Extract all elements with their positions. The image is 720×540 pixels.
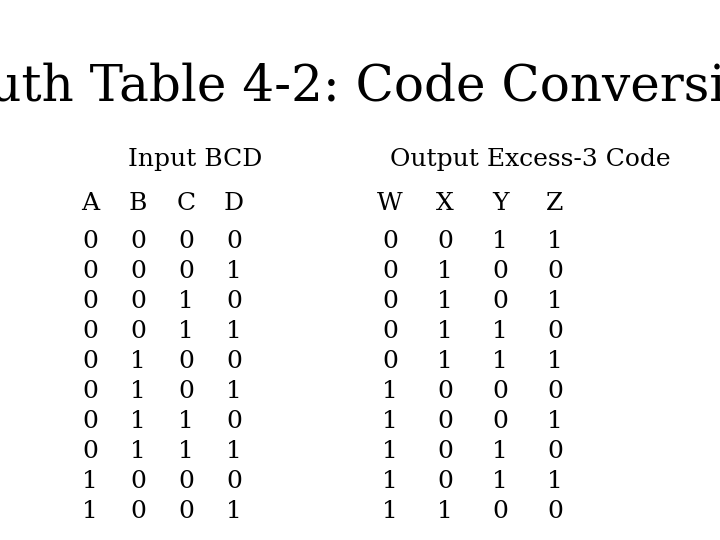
Text: 1: 1 (130, 440, 146, 463)
Text: 1: 1 (382, 500, 398, 523)
Text: 0: 0 (226, 470, 242, 493)
Text: 0: 0 (437, 440, 453, 463)
Text: 0: 0 (226, 350, 242, 373)
Text: A: A (81, 192, 99, 215)
Text: 0: 0 (178, 350, 194, 373)
Text: 1: 1 (492, 350, 508, 373)
Text: 0: 0 (178, 260, 194, 283)
Text: Y: Y (492, 192, 508, 215)
Text: 1: 1 (382, 440, 398, 463)
Text: 1: 1 (178, 410, 194, 433)
Text: 0: 0 (382, 350, 398, 373)
Text: 1: 1 (547, 290, 563, 313)
Text: 1: 1 (437, 290, 453, 313)
Text: 1: 1 (226, 440, 242, 463)
Text: 1: 1 (492, 230, 508, 253)
Text: 0: 0 (492, 380, 508, 403)
Text: 1: 1 (226, 260, 242, 283)
Text: 1: 1 (547, 410, 563, 433)
Text: X: X (436, 192, 454, 215)
Text: 0: 0 (547, 500, 563, 523)
Text: 0: 0 (226, 410, 242, 433)
Text: C: C (176, 192, 196, 215)
Text: 0: 0 (82, 440, 98, 463)
Text: 1: 1 (382, 380, 398, 403)
Text: 1: 1 (178, 320, 194, 343)
Text: 0: 0 (82, 410, 98, 433)
Text: 0: 0 (492, 290, 508, 313)
Text: 0: 0 (178, 230, 194, 253)
Text: 0: 0 (382, 230, 398, 253)
Text: 0: 0 (82, 350, 98, 373)
Text: 1: 1 (437, 260, 453, 283)
Text: 1: 1 (130, 380, 146, 403)
Text: 0: 0 (382, 320, 398, 343)
Text: 0: 0 (547, 440, 563, 463)
Text: 0: 0 (492, 410, 508, 433)
Text: 1: 1 (492, 320, 508, 343)
Text: 1: 1 (226, 320, 242, 343)
Text: 0: 0 (130, 470, 146, 493)
Text: 0: 0 (437, 470, 453, 493)
Text: 0: 0 (437, 410, 453, 433)
Text: 0: 0 (382, 290, 398, 313)
Text: B: B (129, 192, 147, 215)
Text: 0: 0 (130, 230, 146, 253)
Text: 0: 0 (547, 320, 563, 343)
Text: 0: 0 (492, 260, 508, 283)
Text: 1: 1 (547, 470, 563, 493)
Text: 1: 1 (82, 470, 98, 493)
Text: 0: 0 (82, 380, 98, 403)
Text: W: W (377, 192, 403, 215)
Text: 0: 0 (437, 380, 453, 403)
Text: 1: 1 (226, 380, 242, 403)
Text: 1: 1 (547, 350, 563, 373)
Text: 0: 0 (547, 380, 563, 403)
Text: Truth Table 4-2: Code Conversion: Truth Table 4-2: Code Conversion (0, 62, 720, 111)
Text: 1: 1 (547, 230, 563, 253)
Text: 1: 1 (130, 410, 146, 433)
Text: 1: 1 (226, 500, 242, 523)
Text: 0: 0 (82, 320, 98, 343)
Text: 0: 0 (382, 260, 398, 283)
Text: 1: 1 (437, 500, 453, 523)
Text: 1: 1 (130, 350, 146, 373)
Text: 1: 1 (178, 290, 194, 313)
Text: 0: 0 (178, 380, 194, 403)
Text: Output Excess-3 Code: Output Excess-3 Code (390, 148, 670, 171)
Text: 0: 0 (82, 290, 98, 313)
Text: 0: 0 (130, 290, 146, 313)
Text: 0: 0 (130, 500, 146, 523)
Text: 1: 1 (437, 350, 453, 373)
Text: 1: 1 (178, 440, 194, 463)
Text: 0: 0 (178, 470, 194, 493)
Text: 0: 0 (437, 230, 453, 253)
Text: 0: 0 (82, 260, 98, 283)
Text: 0: 0 (82, 230, 98, 253)
Text: 0: 0 (547, 260, 563, 283)
Text: Input BCD: Input BCD (128, 148, 262, 171)
Text: D: D (224, 192, 244, 215)
Text: 0: 0 (130, 320, 146, 343)
Text: 0: 0 (492, 500, 508, 523)
Text: 1: 1 (82, 500, 98, 523)
Text: 0: 0 (226, 290, 242, 313)
Text: 1: 1 (382, 410, 398, 433)
Text: 1: 1 (437, 320, 453, 343)
Text: 0: 0 (226, 230, 242, 253)
Text: 1: 1 (492, 470, 508, 493)
Text: Z: Z (546, 192, 564, 215)
Text: 0: 0 (130, 260, 146, 283)
Text: 1: 1 (382, 470, 398, 493)
Text: 1: 1 (492, 440, 508, 463)
Text: 0: 0 (178, 500, 194, 523)
